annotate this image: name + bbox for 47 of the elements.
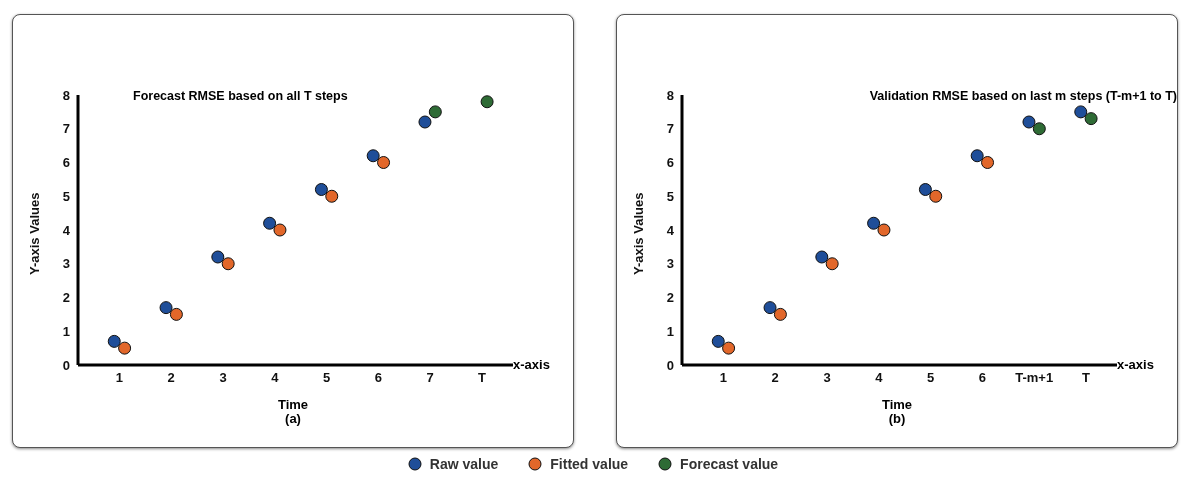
x-tick-label: 7	[426, 370, 434, 386]
x-tick-label: 6	[374, 370, 382, 386]
x-tick-label: 5	[322, 370, 331, 386]
chart-title: Forecast RMSE based on all T steps	[133, 89, 349, 103]
y-tick-label: 7	[666, 121, 674, 137]
y-axis-title: Y-axis Values	[630, 192, 646, 275]
x-tick-label: 3	[823, 370, 831, 386]
y-tick-label: 4	[666, 222, 675, 238]
y-tick-label: 0	[666, 357, 674, 373]
y-tick-label: 0	[62, 357, 70, 373]
x-tick-label: 2	[167, 370, 175, 386]
annotation: x-axis	[513, 357, 550, 372]
x-tick-label: 4	[875, 370, 884, 386]
text: (b)	[887, 411, 907, 426]
y-tick-label: 1	[666, 323, 674, 339]
x-tick-label: 1	[115, 370, 124, 386]
x-tick-label: T	[1081, 370, 1090, 386]
y-axis-title: Y-axis Values	[26, 192, 42, 275]
x-tick-label: 4	[271, 370, 280, 386]
x-tick-label: 1	[719, 370, 728, 386]
y-tick-label: 2	[666, 290, 674, 306]
y-tick-label: 5	[666, 188, 674, 204]
x-tick-label: T	[477, 370, 486, 386]
y-tick-label: 2	[62, 290, 70, 306]
x-tick-label: 2	[771, 370, 779, 386]
legend-label: Fitted value	[549, 456, 629, 472]
x-tick-label: 5	[926, 370, 935, 386]
y-tick-label: 6	[62, 155, 70, 171]
y-tick-label: 8	[62, 87, 70, 103]
y-tick-label: 3	[666, 256, 674, 272]
x-tick-label: 3	[219, 370, 227, 386]
x-axis-title: Time	[276, 397, 310, 412]
y-tick-label: 1	[62, 323, 70, 339]
y-tick-label: 5	[62, 188, 70, 204]
y-tick-label: 4	[62, 222, 71, 238]
y-tick-label: 7	[62, 121, 70, 137]
legend-label: Forecast value	[679, 456, 779, 472]
y-tick-label: 3	[62, 256, 70, 272]
x-tick-label: T-m+1	[1015, 370, 1054, 386]
x-tick-label: 6	[978, 370, 986, 386]
legend-label: Raw value	[428, 456, 499, 472]
y-tick-label: 8	[666, 87, 674, 103]
annotation: x-axis	[1117, 357, 1154, 372]
text: (a)	[284, 411, 302, 426]
x-axis-title: Time	[880, 397, 914, 412]
y-tick-label: 6	[666, 155, 674, 171]
chart-title: Validation RMSE based on last m steps (T-m+1 to T)	[868, 89, 1177, 103]
